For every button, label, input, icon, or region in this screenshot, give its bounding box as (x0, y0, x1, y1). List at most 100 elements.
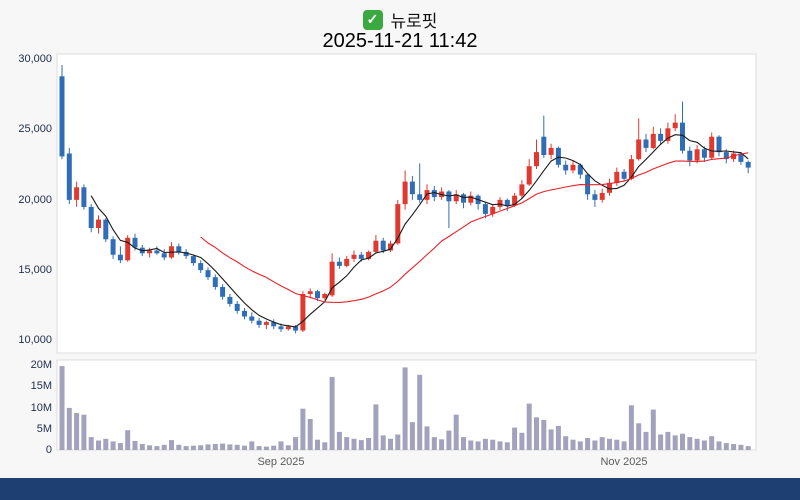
candle-down (271, 322, 277, 327)
volume-bar (680, 433, 685, 450)
volume-bar (147, 445, 153, 450)
candle-down (190, 256, 196, 264)
volume-bar (548, 429, 554, 450)
candle-down (205, 270, 211, 278)
volume-bar (665, 431, 671, 450)
volume-bar (687, 437, 693, 450)
chart-datetime: 2025-11-21 11:42 (322, 30, 478, 52)
volume-bar (541, 419, 547, 450)
candle-down (680, 122, 685, 151)
candle-down (315, 291, 320, 299)
volume-bar (709, 436, 715, 450)
volume-bar (599, 437, 605, 450)
candle-down (154, 250, 160, 254)
volume-bar (534, 417, 539, 450)
candle-down (336, 261, 342, 266)
volume-axis-label: 5M (37, 423, 52, 435)
volume-bar (344, 437, 350, 450)
candle-down (198, 263, 204, 271)
volume-bar (745, 446, 751, 450)
volume-bar (446, 430, 452, 450)
volume-bar (461, 437, 466, 450)
candles-layer (59, 65, 751, 334)
volume-bar (402, 367, 408, 450)
candle-up (709, 136, 715, 158)
candle-down (701, 149, 707, 158)
volume-bar (577, 441, 583, 450)
volume-bar (249, 441, 255, 450)
price-axis-label: 30,000 (18, 53, 52, 65)
volume-bar (672, 435, 678, 450)
candle-up (628, 159, 634, 179)
volume-bar (563, 436, 569, 450)
volume-y-axis: 20M 15M 10M 5M 0 (31, 359, 52, 456)
volume-bar (701, 440, 707, 450)
volume-bar (256, 446, 262, 450)
volume-bar (110, 441, 116, 450)
volume-bar (329, 376, 335, 450)
volume-bar (694, 438, 700, 450)
candle-down (723, 152, 729, 160)
candle-down (643, 139, 649, 148)
candle-up (636, 139, 642, 160)
volume-bar (497, 441, 503, 450)
candle-up (453, 194, 459, 202)
moving-average-lines-layer (90, 134, 749, 328)
candle-down (621, 171, 627, 179)
volume-bar (607, 438, 612, 450)
candle-down (242, 310, 247, 317)
price-volume-chart[interactable]: 30,000 25,000 20,000 15,000 10,000 20M 1… (0, 0, 800, 478)
candle-up (490, 206, 496, 214)
checkbox-checked-icon[interactable]: ✓ (362, 9, 383, 30)
volume-bar (555, 425, 561, 450)
candle-up (344, 258, 350, 266)
volume-bar (731, 444, 737, 450)
candle-down (132, 237, 138, 248)
volume-bar (117, 443, 123, 450)
volume-bar (125, 430, 131, 450)
candle-down (745, 162, 751, 168)
candle-down (220, 287, 226, 297)
candle-down (212, 277, 218, 287)
volume-bars-layer (59, 366, 751, 451)
volume-bar (716, 441, 722, 450)
volume-bar (468, 440, 474, 450)
volume-bar (59, 366, 65, 450)
volume-bar (358, 440, 364, 450)
volume-bar (132, 441, 138, 450)
x-axis-label-sep: Sep 2025 (257, 456, 304, 468)
x-axis: Sep 2025 Nov 2025 (257, 456, 647, 468)
candle-up (285, 326, 291, 330)
candle-down (461, 194, 466, 203)
volume-axis-label: 20M (31, 359, 52, 371)
volume-bar (242, 445, 247, 450)
candle-up (599, 192, 605, 200)
candle-down (380, 240, 386, 251)
volume-bar (103, 438, 109, 450)
candle-up (526, 166, 532, 185)
candle-down (431, 190, 437, 198)
candle-up (322, 294, 328, 299)
ma-long-line (200, 152, 749, 303)
price-axis-label: 15,000 (18, 264, 52, 276)
x-axis-label-nov: Nov 2025 (600, 456, 647, 468)
volume-bar (263, 446, 269, 450)
volume-bar (409, 422, 415, 450)
candle-down (358, 254, 364, 259)
volume-bar (183, 446, 189, 450)
candle-down (176, 246, 182, 252)
volume-bar (388, 438, 393, 450)
candle-up (672, 122, 678, 129)
footer-bar (0, 478, 800, 500)
volume-bar (628, 405, 634, 450)
volume-bar (271, 445, 277, 450)
volume-bar (723, 443, 729, 450)
volume-bar (227, 444, 233, 450)
candle-down (541, 136, 547, 155)
volume-bar (96, 440, 101, 450)
volume-axis-label: 15M (31, 380, 52, 392)
volume-bar (198, 445, 204, 450)
volume-bar (475, 441, 481, 450)
candle-down (417, 194, 423, 200)
candle-down (81, 187, 87, 207)
